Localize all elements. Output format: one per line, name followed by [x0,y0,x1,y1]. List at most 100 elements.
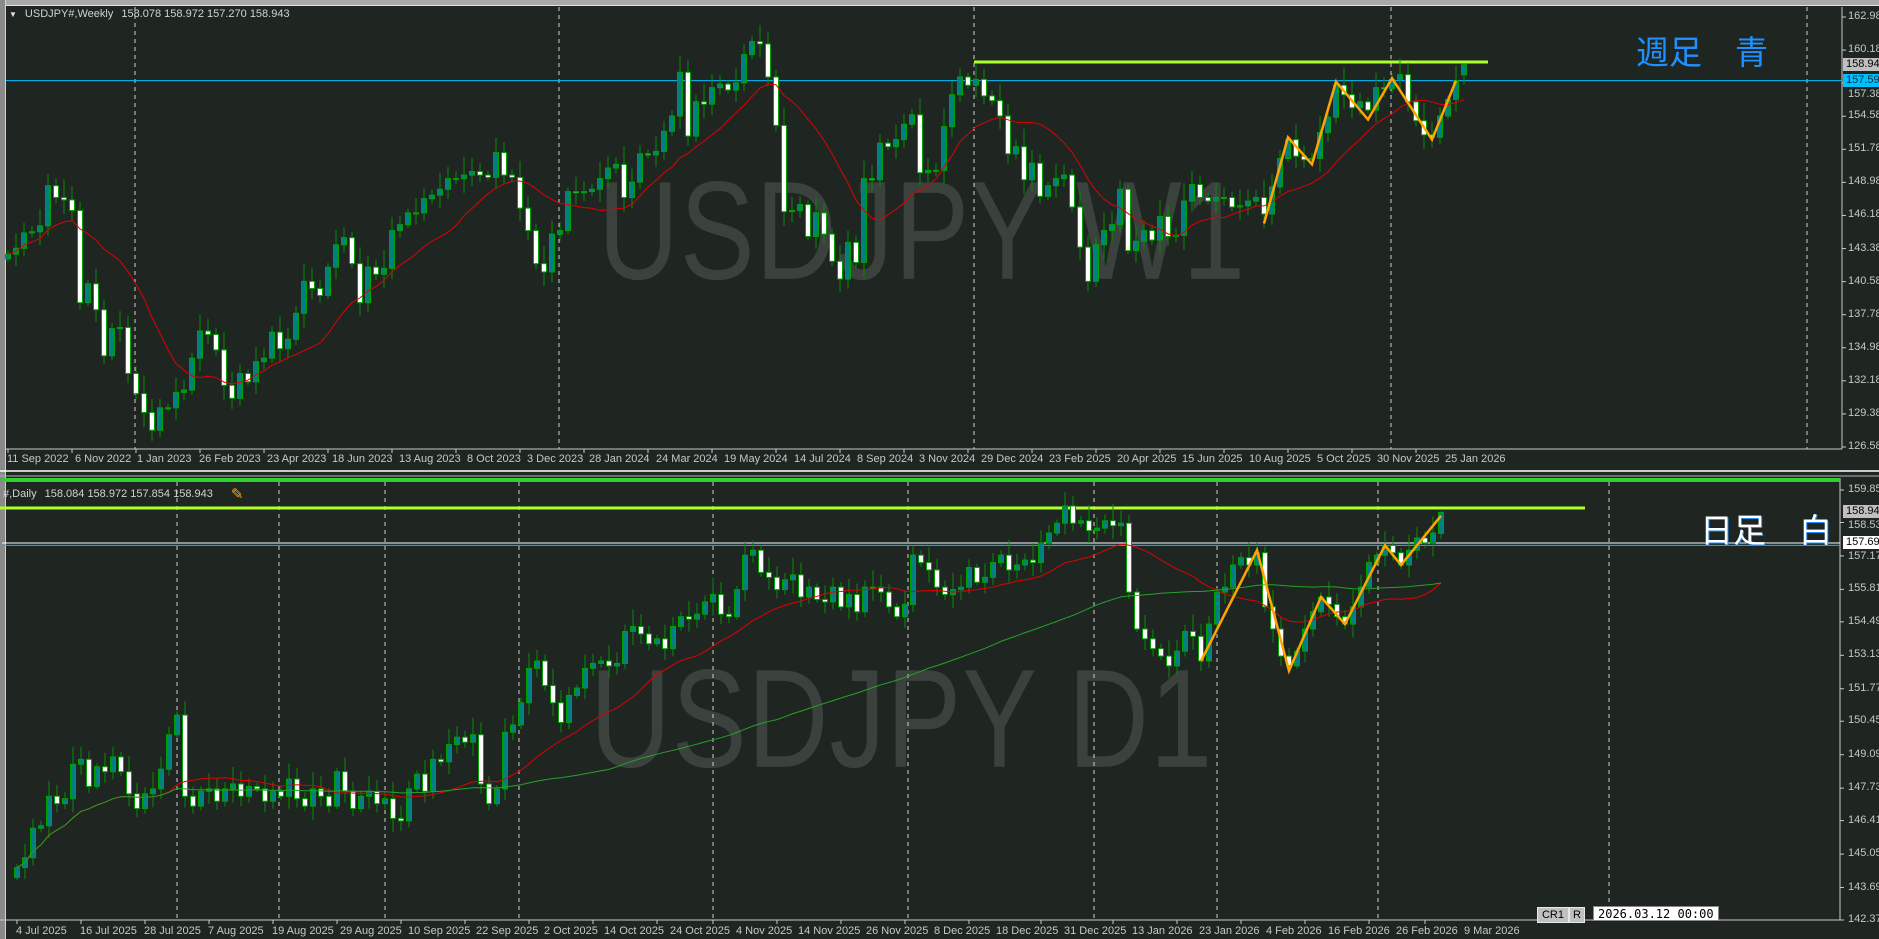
daily-candle [1150,629,1156,657]
candle-body [1125,188,1131,252]
candle-body [478,734,484,785]
cr1-button[interactable]: CR1 [1537,907,1569,923]
weekly-candle [373,259,379,281]
candle-body [94,766,100,787]
candle-body [862,586,868,613]
weekly-candle [453,171,459,185]
candle-body [1037,162,1043,197]
candle-body [926,562,932,571]
daily-candle [558,690,564,733]
candle-body [325,266,331,297]
weekly-date-label: 15 Jun 2025 [1182,453,1243,465]
weekly-candle [1213,182,1219,213]
weekly-candle [813,197,819,249]
r-button[interactable]: R [1569,907,1585,923]
weekly-candle [1053,163,1059,198]
candle-body [918,554,924,564]
window-frame-top [0,0,1879,6]
candle-body [1213,197,1219,202]
daily-date-label: 23 Jan 2026 [1199,925,1260,937]
weekly-candle [421,188,427,222]
weekly-candle [781,107,787,227]
daily-candle [518,697,524,730]
weekly-candle [501,142,507,184]
candle-body [886,591,892,608]
candle-body [198,790,204,807]
weekly-candle [477,162,483,183]
candle-body [1005,115,1011,155]
weekly-candle [741,44,747,92]
candle-body [1253,197,1259,202]
candle-body [150,788,156,795]
weekly-candle [733,68,739,102]
daily-date-label: 14 Oct 2025 [604,925,664,937]
candle-body [1165,215,1171,237]
candle-body [701,101,707,105]
daily-candle [1238,552,1244,570]
weekly-candle [565,187,571,234]
weekly-candle [261,347,267,370]
candle-body [957,76,963,96]
candle-body [174,714,180,736]
candle-body [182,714,188,797]
candle-body [221,349,227,386]
weekly-candle [437,172,443,209]
candle-body [981,78,987,97]
candle-body [461,174,467,180]
candle-body [446,744,452,763]
daily-candle [566,687,572,729]
candle-body [294,778,300,800]
daily-candle [686,601,692,632]
candle-body [245,373,251,383]
daily-candle [750,540,756,563]
candle-body [541,263,547,273]
daily-candle [766,556,772,590]
daily-candle [974,563,980,586]
candle-body [166,734,172,770]
weekly-candle [461,157,467,193]
candle-body [693,101,699,137]
daily-candle [1014,553,1020,579]
weekly-candle [1453,65,1459,112]
daily-candle [1102,514,1108,534]
candle-body [205,330,211,336]
weekly-candle [701,83,707,119]
candle-body [669,115,675,132]
weekly-candle [349,232,355,269]
eraser-pencil-icon[interactable]: ✎ [230,486,244,503]
candle-body [197,330,203,359]
datetime-field[interactable]: 2026.03.12 00:00 [1593,906,1719,921]
weekly-candle [357,247,363,316]
daily-candle [1006,539,1012,583]
weekly-candle [861,160,867,277]
candle-body [790,574,796,581]
daily-candle [350,781,356,817]
candle-body [317,287,323,297]
candle-body [286,778,292,797]
triangle-down-icon[interactable]: ▼ [9,9,17,19]
weekly-candle [93,268,99,322]
candle-body [141,393,147,414]
weekly-date-label: 10 Aug 2025 [1249,453,1311,465]
candle-body [1069,174,1075,208]
weekly-candle [413,197,419,225]
daily-date-label: 16 Feb 2026 [1328,925,1390,937]
weekly-candle [629,168,635,209]
candle-body [1205,197,1211,202]
candle-body [1045,185,1051,197]
candle-body [1093,244,1099,282]
weekly-candle [949,81,955,138]
candle-body [333,244,339,268]
candle-body [454,736,460,746]
daily-date-label: 13 Jan 2026 [1132,925,1193,937]
daily-candle [894,603,900,620]
candle-body [1141,230,1147,242]
candle-body [1325,116,1331,134]
candle-body [61,197,67,201]
weekly-candle [493,137,499,190]
weekly-candle [293,306,299,346]
candle-body [782,579,788,591]
candle-body [326,795,332,807]
daily-date-label: 24 Oct 2025 [670,925,730,937]
